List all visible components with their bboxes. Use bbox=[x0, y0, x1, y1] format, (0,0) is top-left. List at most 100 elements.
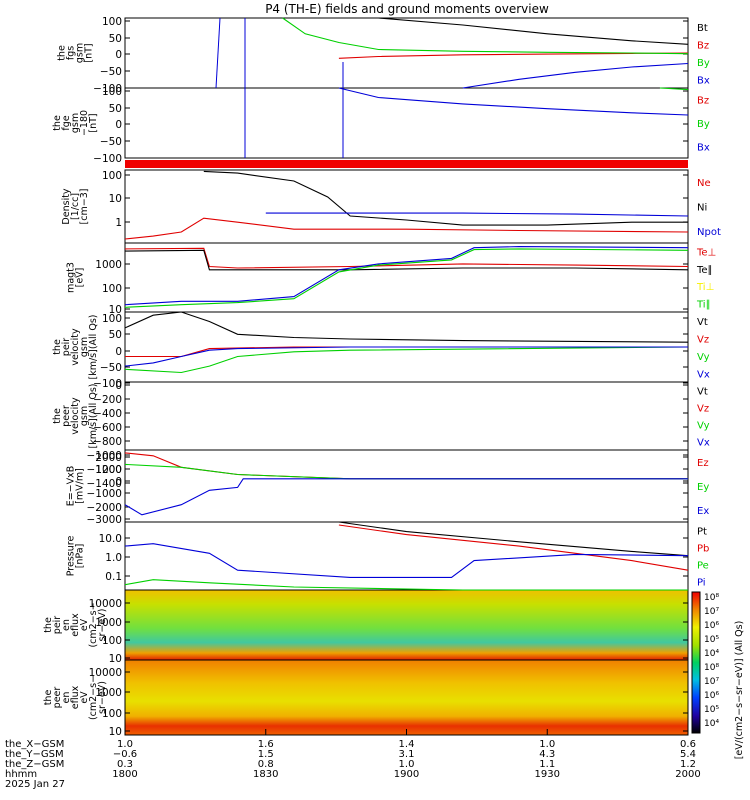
legend-fgs-Bt: Bt bbox=[697, 23, 708, 34]
legend-peir_vel-Vz: Vz bbox=[697, 334, 709, 345]
series-fgs-By bbox=[282, 17, 689, 55]
colorbar-label: [eV/(cm2−s−sr−eV)] (All Qs) bbox=[734, 621, 745, 760]
ylabel-fge-4: [nT] bbox=[88, 113, 99, 132]
colorbar-tick: 10⁷ bbox=[704, 607, 719, 617]
ylabel-temp-0: magt3 bbox=[66, 262, 77, 293]
legend-fge-Bz: Bz bbox=[697, 96, 709, 107]
ylabel-peer_vel-4: [km/s](All Qs) bbox=[88, 384, 99, 449]
xaxis-row-label: the_Y−GSM bbox=[5, 749, 64, 760]
series-density-Ni bbox=[203, 170, 688, 226]
colorbar-tick: 10⁵ bbox=[704, 635, 719, 645]
legend-peir_vel-Vx: Vx bbox=[697, 369, 710, 380]
legend-peer_vel-Vz: Vz bbox=[697, 404, 709, 415]
ytick-label-peer_spec: 10000 bbox=[89, 667, 122, 679]
xaxis-row-label: the_X−GSM bbox=[5, 739, 64, 750]
legend-temp-Ti∥: Ti∥ bbox=[696, 299, 711, 310]
legend-density-Ne: Ne bbox=[697, 178, 711, 189]
xaxis-value: 1.5 bbox=[258, 749, 274, 760]
ytick-label-peir_vel: 50 bbox=[109, 329, 122, 341]
series-pressure-Pi bbox=[124, 543, 689, 578]
series-pressure-Pb bbox=[338, 524, 689, 571]
ytick-label-density: 10 bbox=[109, 193, 122, 205]
ylabel-peer_spec-4: eV bbox=[79, 691, 90, 704]
ytick-label-fge: 50 bbox=[109, 103, 122, 115]
series-density-Ne bbox=[124, 217, 689, 240]
ytick-label-fge: 100 bbox=[102, 86, 122, 98]
colorbar-tick: 10⁸ bbox=[704, 593, 719, 603]
legend-temp-Te⊥: Te⊥ bbox=[696, 248, 716, 259]
legend-temp-Te∥: Te∥ bbox=[696, 265, 713, 276]
ytick-label-peir_vel: −100 bbox=[93, 378, 122, 390]
ylabel-fgs-1: fgs bbox=[66, 46, 77, 60]
series-fgs-Bt bbox=[322, 17, 689, 45]
ylabel-temp-1: [eV] bbox=[75, 268, 86, 288]
xaxis-value: 2000 bbox=[675, 769, 700, 780]
legend-peer_vel-Vt: Vt bbox=[697, 387, 708, 398]
ylabel-density-0: Density bbox=[61, 188, 72, 224]
ylabel-peir_vel-2: velocity bbox=[70, 328, 81, 366]
ytick-label-temp: 10 bbox=[109, 304, 122, 316]
ytick-label-peir_vel: −50 bbox=[100, 362, 122, 374]
ylabel-efield-0: E=−VxB bbox=[66, 466, 77, 507]
xaxis-value: 1.0 bbox=[399, 759, 415, 770]
colorbar-tick: 10⁵ bbox=[704, 705, 719, 715]
ytick-label-peer_vel: −200 bbox=[93, 394, 122, 406]
legend-pressure-Pt: Pt bbox=[697, 527, 707, 538]
electron-spectrogram bbox=[125, 660, 688, 735]
ytick-label-peir_vel: 100 bbox=[102, 313, 122, 325]
ylabel-peer_vel-2: velocity bbox=[70, 397, 81, 435]
ylabel-peer_spec-3: eflux bbox=[70, 685, 81, 709]
ylabel-peir_vel-0: the bbox=[52, 339, 63, 355]
xaxis-value: 5.4 bbox=[680, 749, 696, 760]
panel-frame-efield bbox=[124, 449, 689, 523]
series-fgs-Bx bbox=[462, 62, 689, 89]
ylabel-peir_spec-4: eV bbox=[79, 618, 90, 631]
series-efield-Ey bbox=[124, 463, 688, 480]
ylabel-peir_spec-2: en bbox=[61, 619, 72, 631]
legend-pressure-Pe: Pe bbox=[697, 561, 709, 572]
xaxis-value: 1.4 bbox=[399, 739, 415, 750]
ytick-label-fge: −50 bbox=[100, 136, 122, 148]
panel-frame-density bbox=[124, 169, 689, 244]
ytick-label-peer_spec: 10 bbox=[109, 726, 122, 738]
colorbar-tick: 10⁸ bbox=[704, 663, 719, 673]
ylabel-peer_spec-0: the bbox=[43, 690, 54, 706]
legend-efield-Ey: Ey bbox=[697, 482, 709, 493]
ytick-label-fge: 0 bbox=[115, 119, 122, 131]
series-density-Npot bbox=[265, 212, 689, 217]
ylabel-peir_vel-3: gsm bbox=[79, 337, 90, 357]
ytick-label-temp: 1000 bbox=[95, 259, 122, 271]
colorbar bbox=[691, 591, 701, 734]
ytick-label-fgs: −50 bbox=[100, 66, 122, 78]
xaxis-value: 1.0 bbox=[539, 739, 555, 750]
ytick-label-pressure: 10.0 bbox=[99, 533, 122, 545]
ytick-label-efield: −1000 bbox=[86, 488, 122, 500]
ytick-label-peer_vel: −800 bbox=[93, 436, 122, 448]
xaxis-value: 3.1 bbox=[399, 749, 415, 760]
xaxis-value: 1930 bbox=[535, 769, 560, 780]
ytick-label-density: 1 bbox=[115, 217, 122, 229]
ytick-label-efield: 2000 bbox=[95, 452, 122, 464]
xaxis-value: 0.8 bbox=[258, 759, 274, 770]
series-pressure-Pt bbox=[338, 521, 689, 557]
colorbar-tick: 10⁶ bbox=[704, 691, 719, 701]
colorbar-tick: 10⁴ bbox=[704, 649, 719, 659]
legend-pressure-Pi: Pi bbox=[697, 578, 706, 589]
ytick-label-peer_vel: −1000 bbox=[86, 450, 122, 462]
ylabel-peir_spec-3: eflux bbox=[70, 613, 81, 637]
ytick-label-peer_vel: −1200 bbox=[86, 464, 122, 476]
ytick-label-efield: −3000 bbox=[86, 514, 122, 526]
ytick-label-peir_vel: 0 bbox=[115, 346, 122, 358]
ytick-label-peir_spec: 10 bbox=[109, 653, 122, 665]
legend-pressure-Pb: Pb bbox=[697, 544, 709, 555]
ytick-label-efield: −2000 bbox=[86, 502, 122, 514]
series-efield-Ex bbox=[124, 478, 688, 516]
legend-peer_vel-Vx: Vx bbox=[697, 438, 710, 449]
panel-frame-pressure bbox=[124, 521, 689, 591]
colorbar-tick: 10⁶ bbox=[704, 621, 719, 631]
legend-efield-Ex: Ex bbox=[697, 506, 709, 517]
legend-temp-Ti⊥: Ti⊥ bbox=[696, 282, 714, 293]
plot-title: P4 (TH-E) fields and ground moments over… bbox=[265, 2, 549, 16]
series-peir_vel-Vt bbox=[124, 311, 689, 343]
ytick-label-peer_vel: −1400 bbox=[86, 478, 122, 490]
